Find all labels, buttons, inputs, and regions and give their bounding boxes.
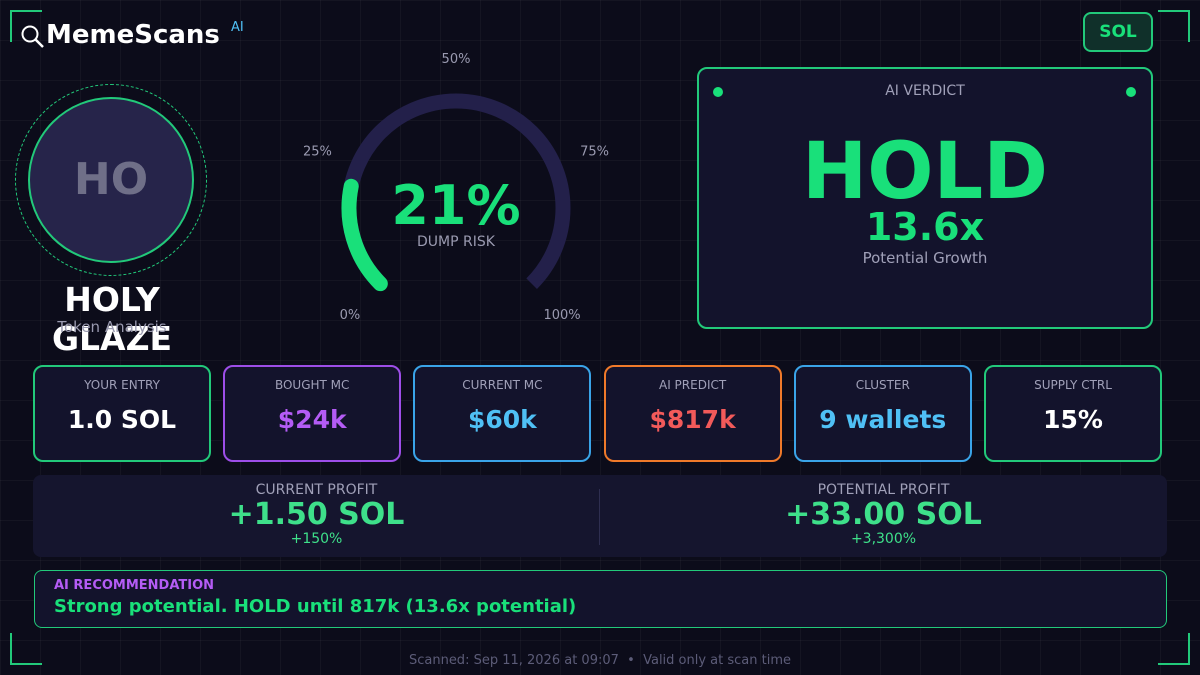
gauge-tick-label: 0% [340,308,361,323]
gauge-tick-label: 100% [543,308,580,323]
stat-value: $24k [277,405,347,434]
token-subtitle: Token Analysis [57,318,167,336]
profit-label: CURRENT PROFIT [255,482,378,498]
avatar-ring [15,84,207,276]
stat-card: AI PREDICT $817k [603,365,782,462]
indicator-dot [1126,87,1136,97]
verdict-multiple: 13.6x [865,205,985,249]
corner [10,633,42,665]
corner [1158,633,1190,665]
gauge-fill [341,178,388,292]
footer: Scanned: Sep 11, 2026 at 09:07 • Valid o… [408,653,792,668]
stat-card: CURRENT MC $60k [413,365,592,462]
brand: MemeScans [46,20,220,50]
corner [1158,10,1190,42]
stat-label: BOUGHT MC [274,378,350,392]
gauge-tick-label: 25% [303,145,332,160]
stat-value: $817k [649,405,736,434]
recommendation: AI RECOMMENDATION Strong potential. HOLD… [34,570,1167,628]
stat-value: $60k [467,405,537,434]
stat-card: CLUSTER 9 wallets [793,365,972,462]
stat-label: CURRENT MC [462,378,543,392]
verdict-card: AI VERDICT HOLD 13.6x Potential Growth [697,67,1153,329]
brand-sup: AI [231,20,244,35]
stat-label: SUPPLY CTRL [1034,378,1112,392]
gauge-label: DUMP RISK [417,234,496,250]
search-icon [21,25,44,48]
profit-value: +1.50 SOL [228,497,405,532]
stat-label: YOUR ENTRY [84,378,160,392]
verdict-title: AI VERDICT [885,83,965,99]
recommendation-text: Strong potential. HOLD until 817k (13.6x… [54,596,577,617]
gauge-tick-label: 75% [580,145,609,160]
gauge: 21% DUMP RISK 0% 25% 50% 75% 100% [303,52,609,323]
stat-value: 1.0 SOL [67,405,177,434]
stat-value: 15% [1043,405,1103,434]
token-name: HOLY GLAZE [51,280,173,358]
stat-label: CLUSTER [855,378,910,392]
verdict-multiple-label: Potential Growth [862,249,988,267]
stat-value: 9 wallets [819,405,947,434]
profit-percent: +150% [290,531,343,547]
indicator-dot [713,87,723,97]
stat-card: BOUGHT MC $24k [223,365,402,462]
chain-badge[interactable]: SOL [1083,12,1153,52]
profit-label: POTENTIAL PROFIT [817,482,950,498]
stat-card: YOUR ENTRY 1.0 SOL [33,365,211,462]
verdict: HOLD [801,127,1049,217]
profit-percent: +3,300% [850,531,917,547]
gauge-tick-label: 50% [442,52,471,67]
token-avatar: HO [28,97,194,263]
profit-value: +33.00 SOL [785,497,982,532]
profit-panel: CURRENT PROFIT +1.50 SOL +150% POTENTIAL PR… [33,475,1167,557]
divider [599,489,600,545]
stat-label: AI PREDICT [658,378,727,392]
gauge-value: 21% [391,174,520,237]
stat-card: SUPPLY CTRL 15% [984,365,1162,462]
corner [10,10,42,42]
recommendation-title: AI RECOMMENDATION [54,578,215,593]
